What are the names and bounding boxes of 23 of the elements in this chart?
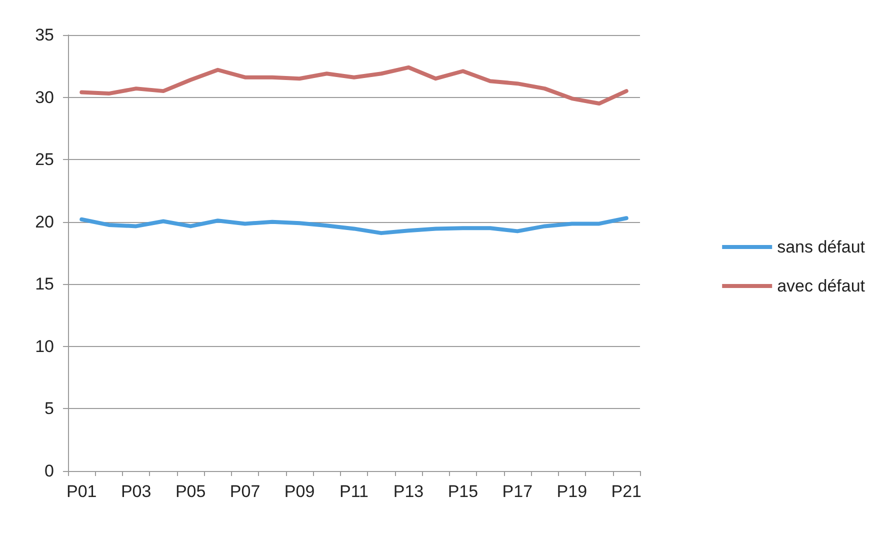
x-tick-label: P15 — [448, 482, 478, 501]
y-tick-label: 0 — [44, 462, 54, 480]
legend-label: avec défaut — [777, 276, 866, 296]
x-tick-label: P07 — [230, 482, 260, 501]
y-tick-label: 5 — [44, 399, 54, 418]
x-tick-label: P09 — [284, 482, 315, 501]
y-tick-label: 10 — [35, 336, 54, 356]
x-tick-label: P21 — [611, 482, 642, 501]
y-tick-label: 30 — [35, 88, 54, 107]
line-series — [80, 65, 628, 106]
x-tick-label: P05 — [175, 482, 206, 501]
x-tick-label: P01 — [66, 482, 97, 501]
legend-label: sans défaut — [777, 238, 866, 256]
x-tick-label: P03 — [120, 482, 152, 501]
x-tick-label: P17 — [502, 482, 533, 501]
y-tick-label: 20 — [35, 212, 54, 232]
x-tick-label: P11 — [340, 482, 368, 501]
x-tick-label: P19 — [556, 482, 588, 501]
y-tick-label: 35 — [35, 26, 54, 44]
x-tick-label: P13 — [393, 482, 424, 501]
y-tick-label: 25 — [35, 150, 54, 170]
y-tick-label: 15 — [35, 274, 54, 294]
line-series — [80, 216, 628, 236]
